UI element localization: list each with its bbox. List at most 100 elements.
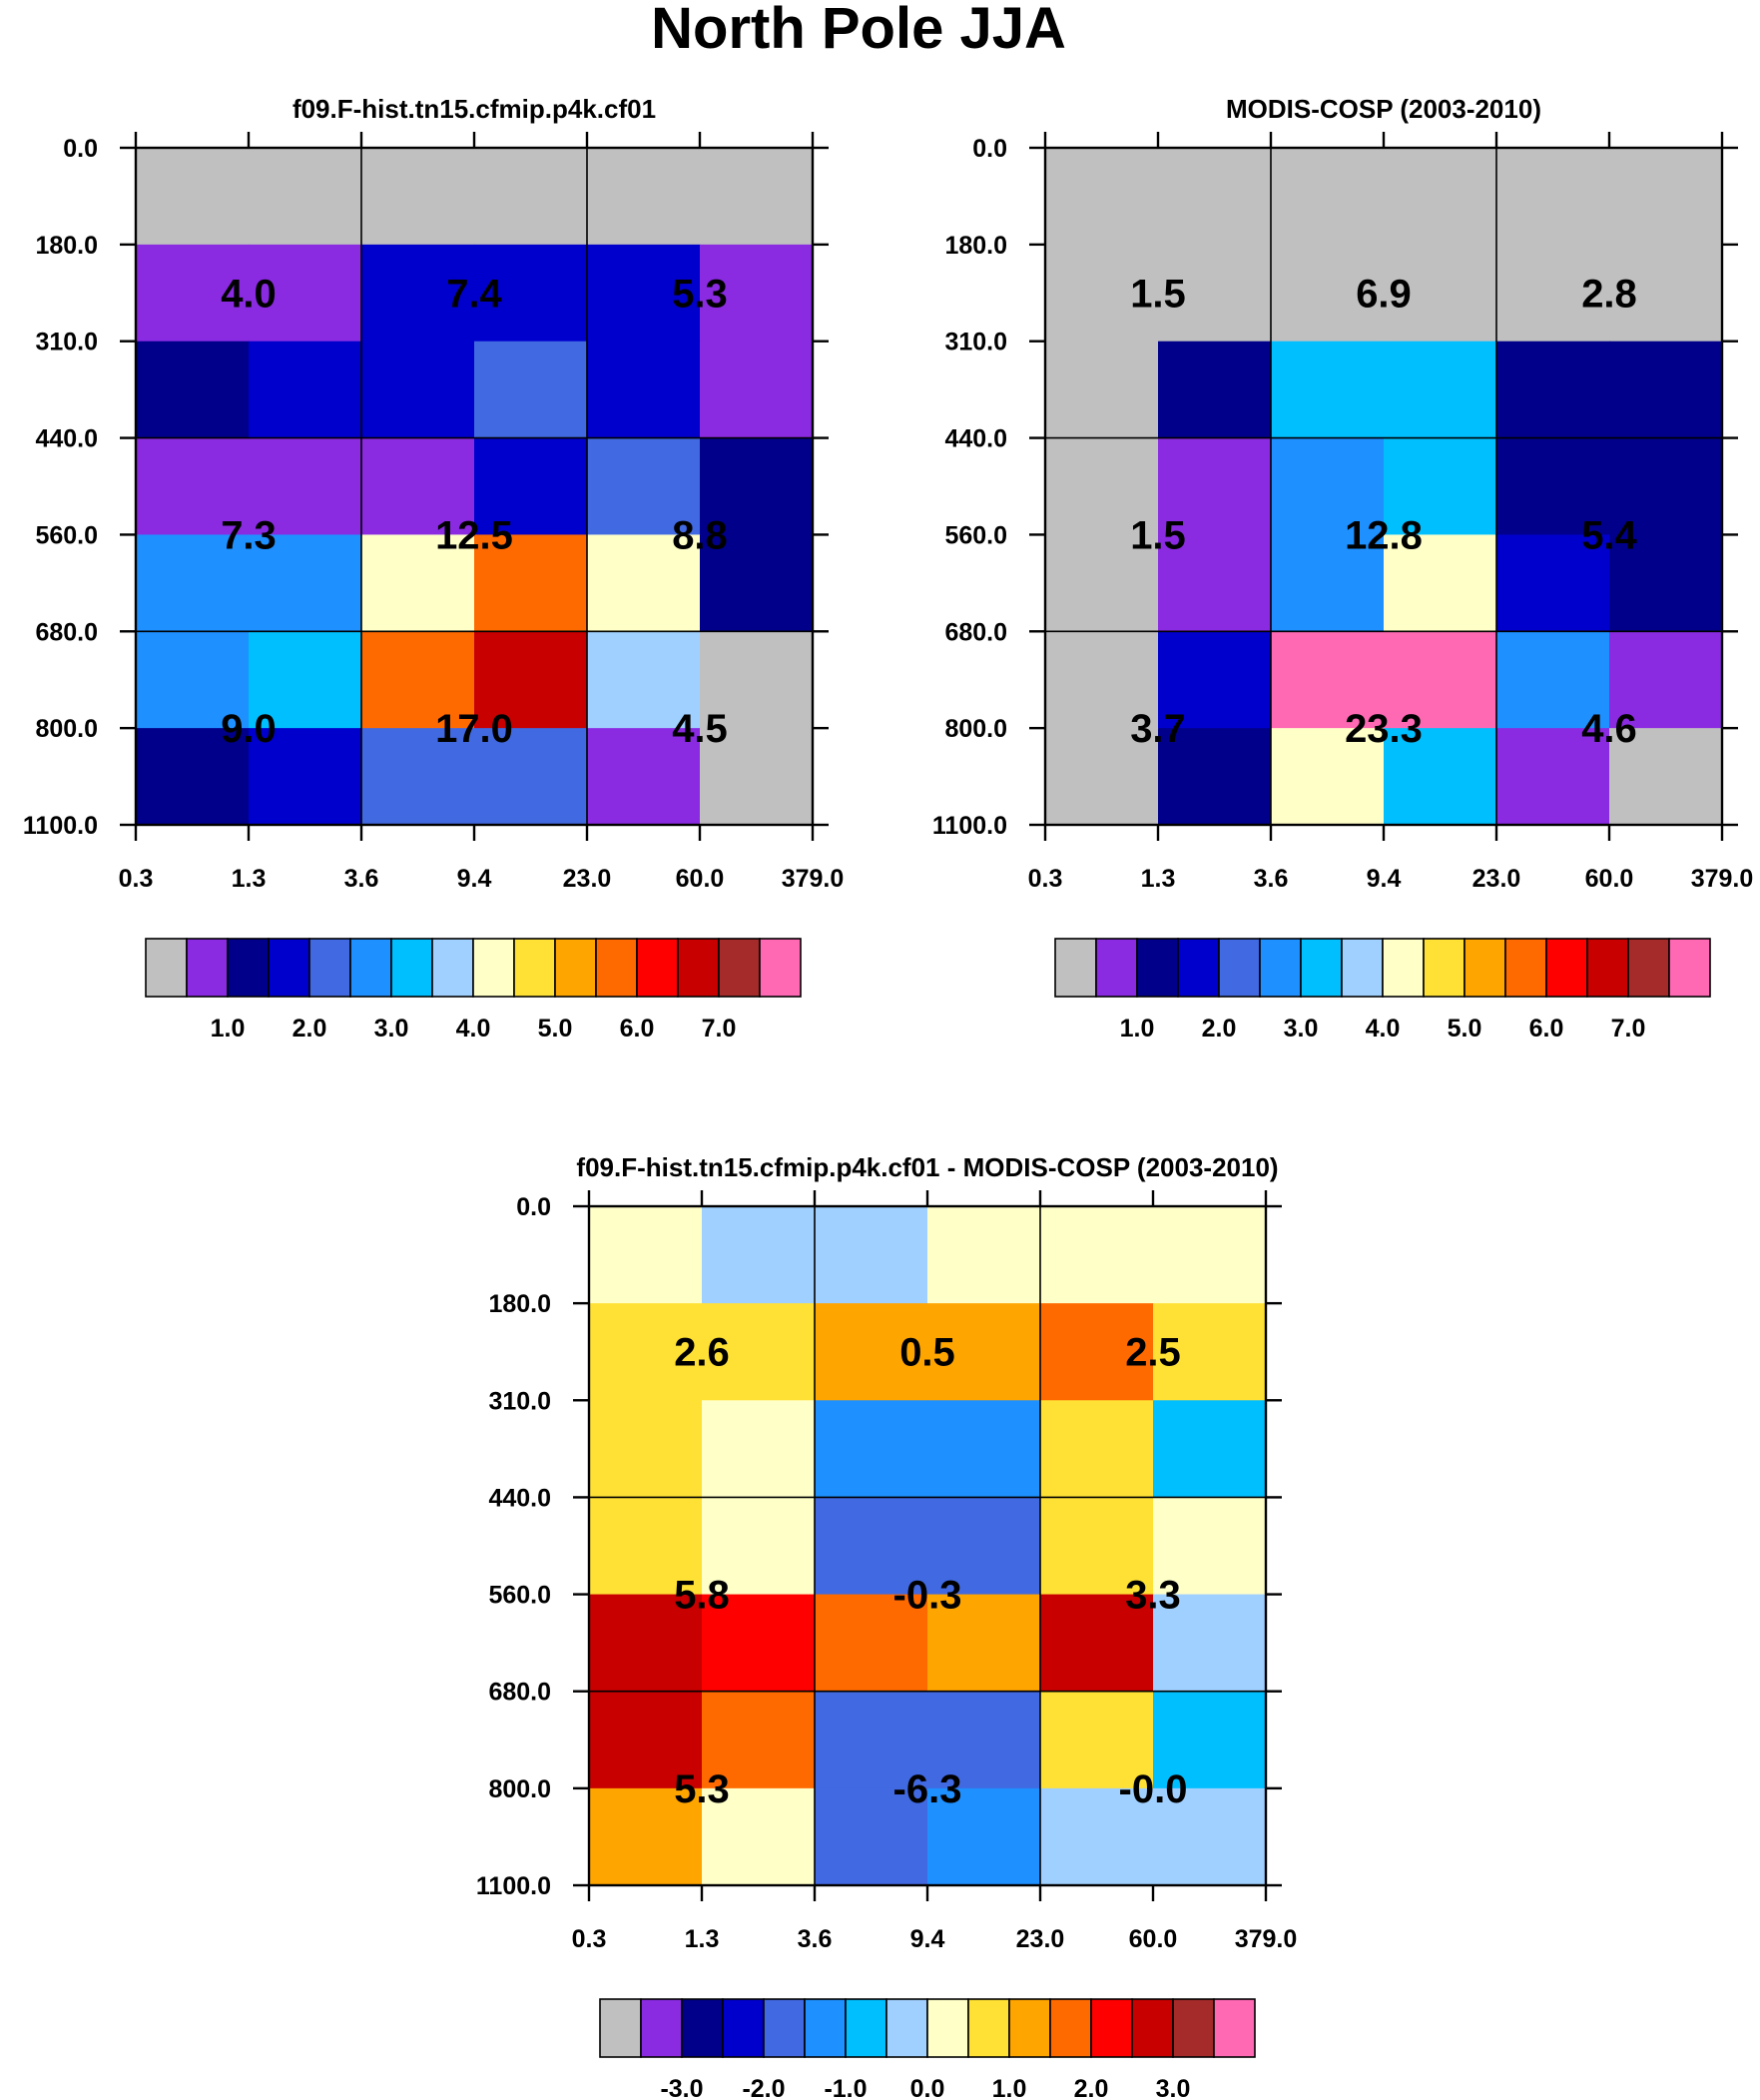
y-tick-label: 560.0 — [944, 521, 1007, 549]
heat-cell — [361, 534, 475, 632]
x-tick-label: 3.6 — [798, 1925, 833, 1953]
heat-cell — [589, 1400, 703, 1499]
y-tick-label: 440.0 — [35, 425, 98, 453]
colorbar-box — [1423, 938, 1466, 998]
x-tick-label: 379.0 — [782, 865, 845, 893]
y-tick-label: 310.0 — [35, 329, 98, 356]
heat-cell — [1153, 1497, 1267, 1596]
heat-cell — [1040, 1787, 1154, 1886]
heat-cell — [136, 631, 250, 729]
colorbar: 1.0 2.0 3.0 4.0 5.0 6.0 7.0 — [145, 938, 802, 1043]
y-tick-label: 310.0 — [488, 1387, 551, 1415]
heat-cell — [249, 534, 362, 632]
heat-cell — [702, 1303, 816, 1401]
y-tick-label: 560.0 — [35, 521, 98, 549]
heat-cell — [927, 1691, 1041, 1789]
colorbar-box — [718, 938, 761, 998]
heat-cell — [1158, 244, 1272, 343]
y-tick-label: 800.0 — [944, 715, 1007, 743]
heat-cell — [815, 1691, 928, 1789]
heat-cell — [587, 534, 701, 632]
panel-obs: MODIS-COSP (2003-2010) 0.0 180.0 310.0 440.0… — [932, 94, 1753, 1043]
heat-cell — [136, 728, 250, 826]
heat-cell — [589, 1497, 703, 1596]
heat-cell — [1496, 728, 1610, 826]
heat-cell — [249, 341, 362, 439]
cell-value-label: -6.3 — [893, 1767, 962, 1811]
heat-cell — [927, 1400, 1041, 1499]
heat-cell — [1384, 244, 1497, 343]
cell-value-label: 1.5 — [1130, 513, 1186, 557]
y-tick-label: 680.0 — [35, 618, 98, 646]
colorbar-box — [1049, 1998, 1092, 2058]
colorbar-box — [759, 938, 802, 998]
heat-cell — [249, 437, 362, 536]
x-tick-label: 3.6 — [344, 865, 379, 893]
colorbar-box — [1172, 1998, 1215, 2058]
heat-cell — [1271, 244, 1385, 343]
colorbar-label: 5.0 — [538, 1015, 573, 1043]
y-tick-label: 440.0 — [488, 1484, 551, 1512]
heat-cell — [474, 728, 588, 826]
heat-cell — [474, 631, 588, 729]
colorbar-label: 3.0 — [1156, 2075, 1191, 2100]
heat-cell — [1496, 341, 1610, 439]
cell-value-label: 3.7 — [1130, 707, 1186, 751]
heat-cell — [1040, 1594, 1154, 1693]
heat-cell — [702, 1400, 816, 1499]
heat-cell — [815, 1787, 928, 1886]
colorbar-label: 2.0 — [1074, 2075, 1109, 2100]
colorbar-box — [599, 1998, 642, 2058]
heat-cell — [474, 437, 588, 536]
x-tick-label: 9.4 — [1367, 865, 1402, 893]
y-tick-label: 680.0 — [944, 618, 1007, 646]
panel-title: f09.F-hist.tn15.cfmip.p4k.cf01 — [293, 94, 656, 124]
y-tick-label: 560.0 — [488, 1582, 551, 1610]
heat-cell — [1384, 341, 1497, 439]
heat-cell — [589, 1303, 703, 1401]
heat-cell — [1153, 1787, 1267, 1886]
cell-value-label: 2.6 — [674, 1331, 730, 1375]
cell-value-label: 7.3 — [221, 513, 277, 557]
colorbar-box — [1136, 938, 1179, 998]
heat-cell — [815, 1400, 928, 1499]
heat-cell — [1609, 631, 1723, 729]
colorbar-box — [472, 938, 515, 998]
colorbar-label: 1.0 — [992, 2075, 1027, 2100]
colorbar-box — [1008, 1998, 1051, 2058]
heat-cell — [1040, 1206, 1154, 1304]
colorbar-box — [926, 1998, 969, 2058]
colorbar-box — [431, 938, 474, 998]
cell-value-label: 4.0 — [221, 272, 277, 316]
cell-value-label: 4.6 — [1581, 707, 1637, 751]
heat-cell — [700, 437, 814, 536]
heat-cell — [1040, 1400, 1154, 1499]
colorbar: -3.0 -2.0 -1.0 0.0 1.0 2.0 3.0 — [599, 1998, 1256, 2100]
cell-value-label: 12.8 — [1345, 513, 1423, 557]
heat-cell — [587, 244, 701, 343]
heat-cell — [1045, 341, 1159, 439]
colorbar-label: -1.0 — [824, 2075, 867, 2100]
colorbar-label: 3.0 — [374, 1015, 409, 1043]
x-tick-label: 1.3 — [1141, 865, 1176, 893]
heat-cell — [1271, 728, 1385, 826]
heat-cell — [700, 631, 814, 729]
heat-cell — [589, 1206, 703, 1304]
heat-cell — [1496, 437, 1610, 536]
colorbar-box — [227, 938, 270, 998]
heat-cell — [1271, 437, 1385, 536]
heat-cell — [249, 148, 362, 246]
y-tick-label: 180.0 — [488, 1290, 551, 1318]
cell-value-label: 17.0 — [435, 707, 513, 751]
heat-cell — [702, 1787, 816, 1886]
colorbar-box — [681, 1998, 724, 2058]
y-tick-label: 800.0 — [488, 1775, 551, 1803]
heat-cell — [136, 341, 250, 439]
colorbar-box — [308, 938, 351, 998]
colorbar-box — [1300, 938, 1343, 998]
x-tick-label: 9.4 — [457, 865, 492, 893]
colorbar-box — [513, 938, 556, 998]
heat-cell — [1609, 534, 1723, 632]
heat-cell — [1271, 631, 1385, 729]
heat-cell — [815, 1594, 928, 1693]
